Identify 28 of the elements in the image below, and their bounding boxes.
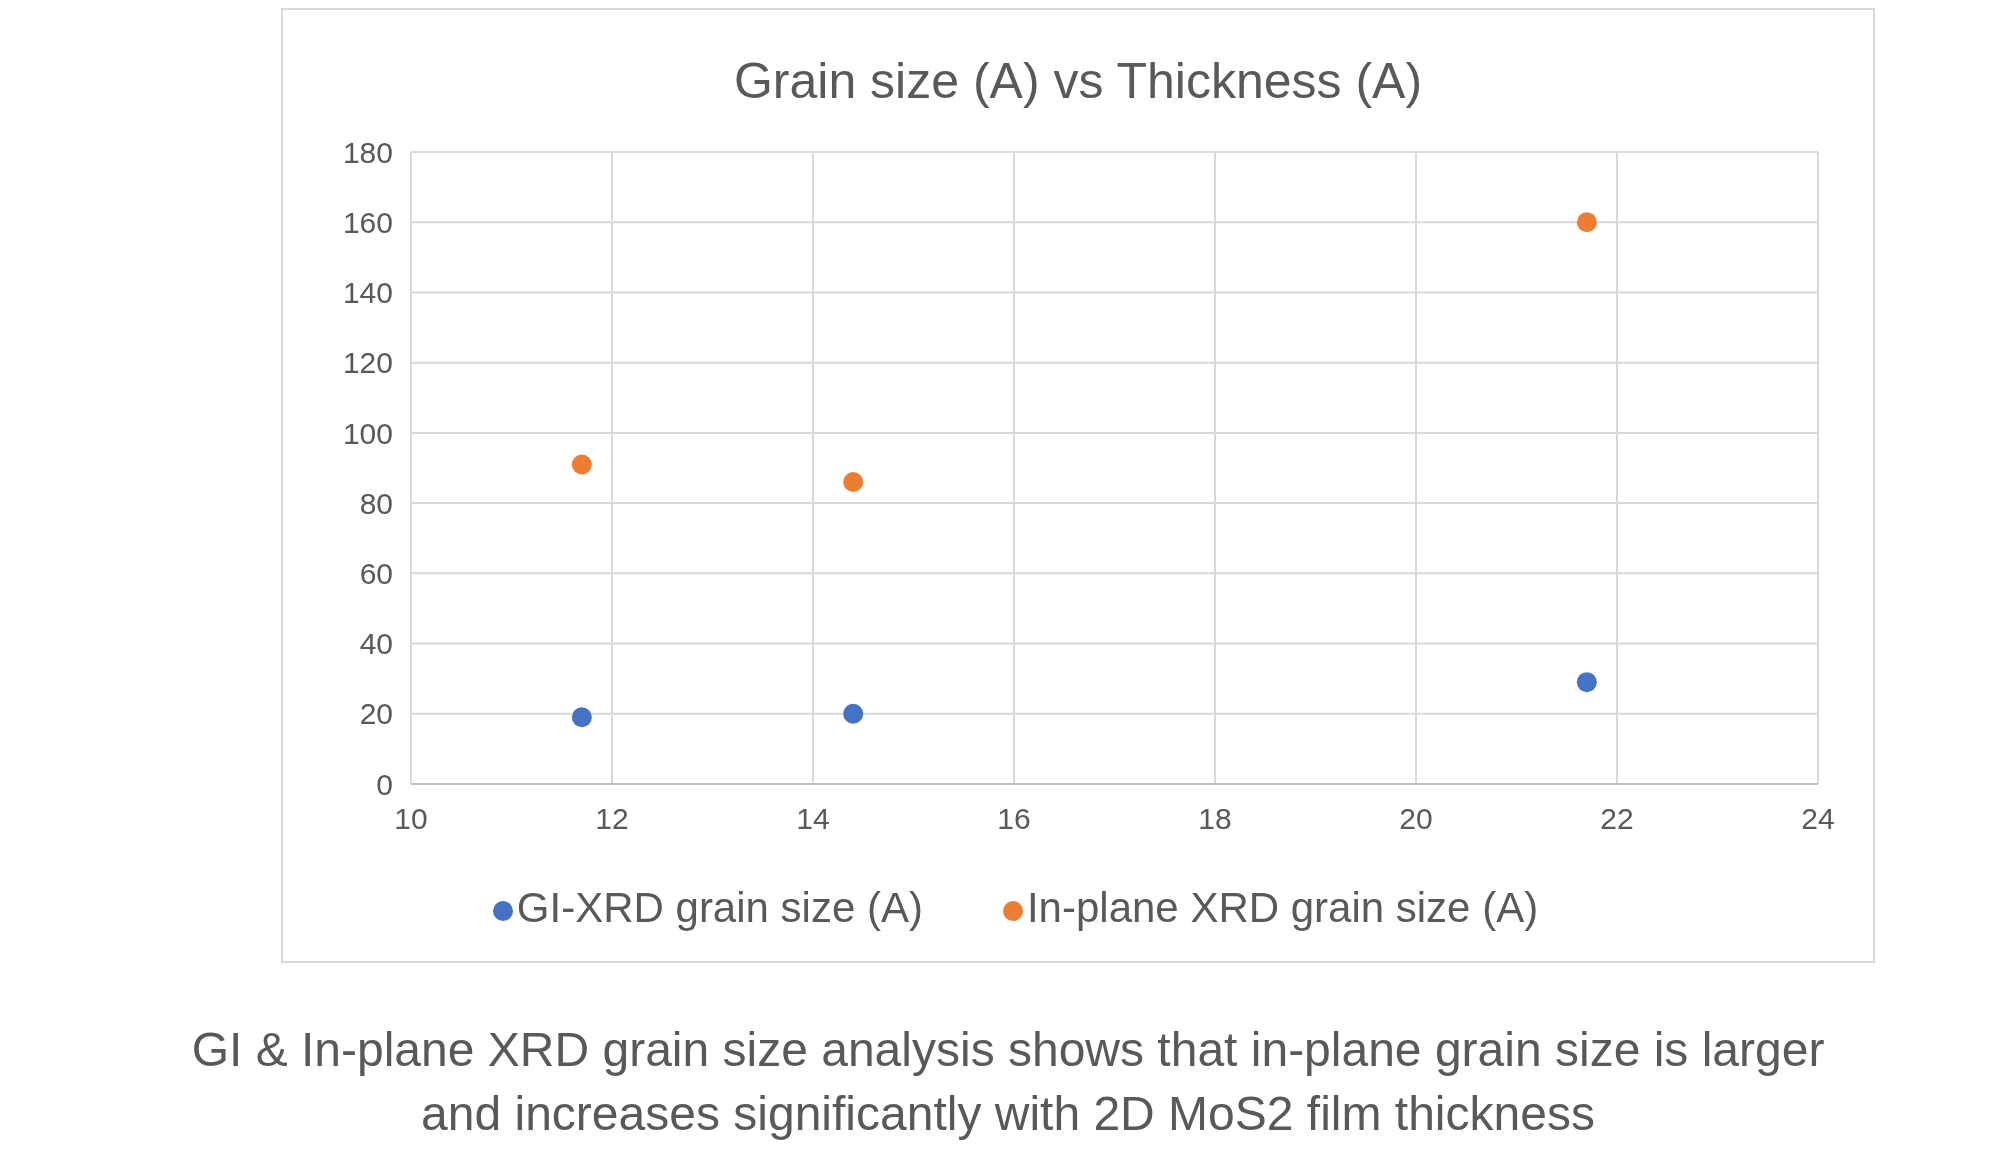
- y-tick-label: 80: [359, 486, 393, 520]
- point: [843, 472, 864, 493]
- y-tick-label: 60: [359, 556, 393, 590]
- x-tick-label: 22: [1600, 802, 1634, 836]
- point: [1576, 212, 1597, 233]
- y-tick-label: 0: [376, 767, 393, 801]
- y-tick-label: 160: [342, 205, 393, 239]
- x-tick-label: 20: [1399, 802, 1433, 836]
- x-tick-label: 12: [595, 802, 629, 836]
- legend-label: GI-XRD grain size (A): [516, 884, 923, 931]
- point: [1576, 672, 1597, 693]
- legend-label: In-plane XRD grain size (A): [1026, 884, 1539, 931]
- point: [571, 454, 592, 475]
- x-tick-label: 14: [796, 802, 830, 836]
- y-tick-label: 20: [359, 697, 393, 731]
- x-tick-label: 24: [1801, 802, 1835, 836]
- chart-title: Grain size (A) vs Thickness (A): [732, 52, 1424, 111]
- y-tick-label: 100: [342, 416, 393, 450]
- y-tick-label: 40: [359, 627, 393, 661]
- point: [843, 703, 864, 724]
- x-tick-label: 18: [1198, 802, 1232, 836]
- text: GI & In-plane XRD grain size analysis shows that in-plane grain size is larger and increases significantly with 2D MoS2 film thickness: [190, 1022, 1826, 1142]
- y-tick-label: 120: [342, 346, 393, 380]
- x-tick-label: 10: [394, 802, 428, 836]
- y-tick-label: 180: [342, 135, 393, 169]
- x-tick-label: 16: [997, 802, 1031, 836]
- point: [571, 707, 592, 728]
- y-tick-label: 140: [342, 276, 393, 310]
